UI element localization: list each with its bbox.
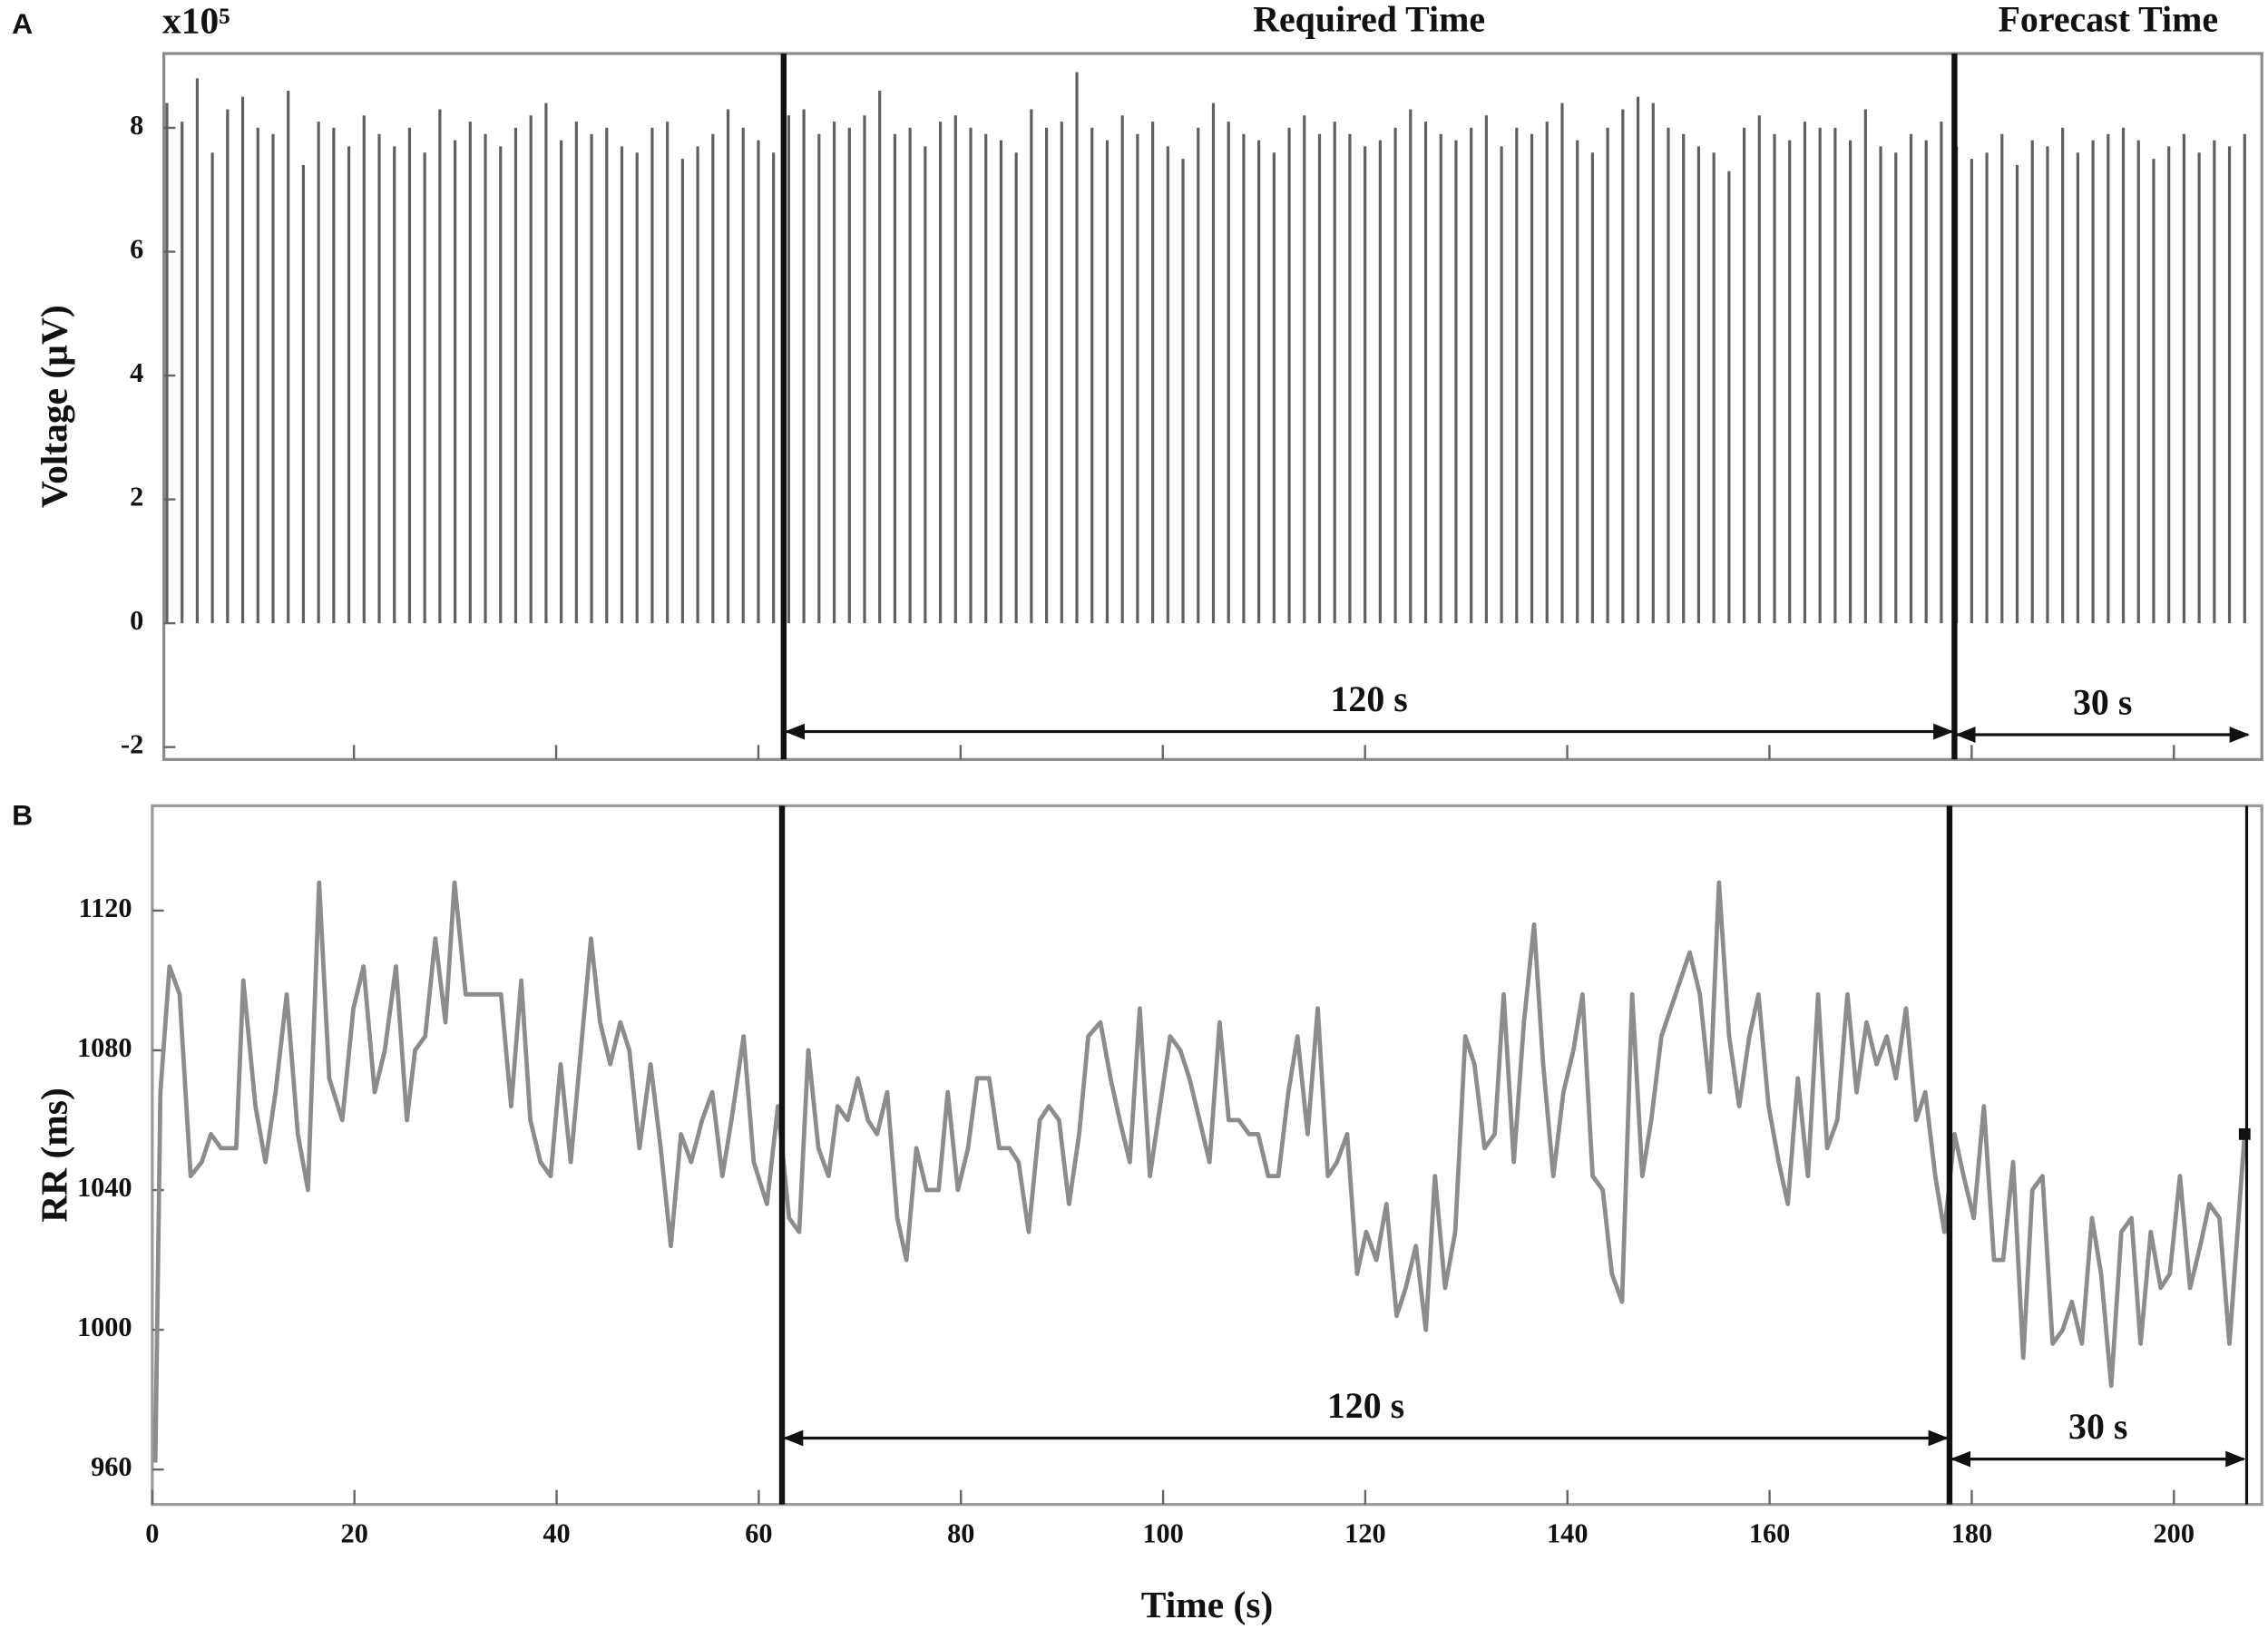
x-tick-label: 160 bbox=[1749, 1518, 1790, 1549]
x-tick-label: 100 bbox=[1142, 1518, 1183, 1549]
region-title: Forecast Time bbox=[1999, 0, 2218, 40]
span-label: 120 s bbox=[1327, 1385, 1404, 1426]
x-tick-label: 20 bbox=[341, 1518, 368, 1549]
y-tick-label: 6 bbox=[130, 233, 143, 264]
x-axis-label: Time (s) bbox=[1141, 1584, 1273, 1626]
x-tick-label: 60 bbox=[745, 1518, 772, 1549]
y-tick-label: 1120 bbox=[79, 893, 132, 923]
y-tick-label: 8 bbox=[130, 110, 143, 141]
y-tick-label: 1080 bbox=[77, 1032, 132, 1063]
y-axis-label: RR (ms) bbox=[34, 1088, 76, 1223]
y-multiplier: x10⁵ bbox=[162, 0, 230, 42]
y-tick-label: 960 bbox=[91, 1451, 132, 1482]
plot-frame bbox=[151, 804, 2263, 1507]
y-axis-label: Voltage (µV) bbox=[34, 305, 76, 508]
panel-label: A bbox=[12, 7, 33, 40]
panel-label: B bbox=[12, 799, 33, 832]
end-marker bbox=[2238, 1128, 2251, 1140]
plot-frame bbox=[162, 52, 2263, 761]
y-tick-label: 4 bbox=[130, 357, 143, 388]
ecg-trace bbox=[165, 72, 2246, 624]
y-tick-label: 0 bbox=[130, 605, 143, 636]
x-tick-label: 0 bbox=[145, 1518, 159, 1549]
region-title: Required Time bbox=[1253, 0, 1485, 40]
x-tick-label: 200 bbox=[2154, 1518, 2195, 1549]
span-label: 30 s bbox=[2068, 1406, 2127, 1447]
y-tick-label: -2 bbox=[121, 729, 143, 760]
x-tick-label: 140 bbox=[1547, 1518, 1588, 1549]
y-tick-label: 2 bbox=[130, 482, 143, 512]
x-tick-label: 40 bbox=[543, 1518, 570, 1549]
x-tick-label: 180 bbox=[1951, 1518, 1992, 1549]
y-tick-label: 1040 bbox=[77, 1172, 132, 1203]
x-tick-label: 120 bbox=[1344, 1518, 1385, 1549]
span-label: 30 s bbox=[2073, 681, 2132, 722]
span-label: 120 s bbox=[1330, 678, 1407, 719]
x-tick-label: 80 bbox=[947, 1518, 974, 1549]
y-tick-label: 1000 bbox=[77, 1312, 132, 1342]
rr-line bbox=[152, 880, 2247, 1463]
